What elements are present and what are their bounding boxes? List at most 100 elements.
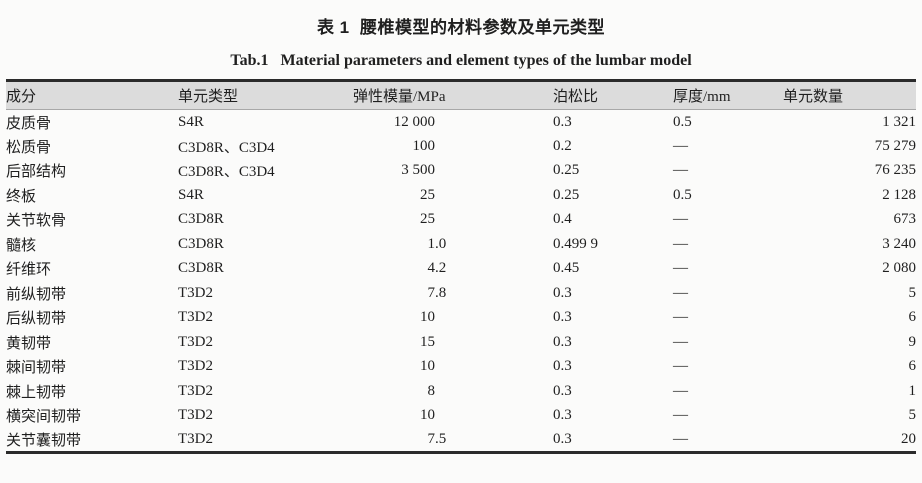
cell-element_type: T3D2 <box>178 428 353 454</box>
cell-count: 6 <box>908 358 917 375</box>
modulus-integer-part: 10 <box>420 407 435 424</box>
cell-thickness: 0.5 <box>673 186 692 203</box>
cell-poisson: 0.4 <box>553 211 572 228</box>
cell-element_type: T3D2 <box>178 284 213 301</box>
cell-element_type: C3D8R <box>178 260 224 277</box>
cell-thickness: — <box>673 211 688 228</box>
cell-poisson: 0.3 <box>553 309 572 326</box>
table-row: 棘间韧带 T3D2 10 0.3 — 6 <box>6 355 916 380</box>
cell-modulus: 10 <box>353 355 553 380</box>
cell-component: 纤维环 <box>6 262 52 279</box>
cell-thickness: — <box>673 235 688 252</box>
cell-poisson: 0.3 <box>553 407 572 424</box>
modulus-decimal-part: .2 <box>435 260 447 277</box>
modulus-integer-part: 7 <box>427 431 436 447</box>
cell-element_type: T3D2 <box>178 309 213 326</box>
modulus-integer-part: 1 <box>427 235 436 252</box>
modulus-integer-part: 7 <box>427 284 436 301</box>
col-header-element_type: 单元类型 <box>178 79 353 110</box>
table-caption-zh: 表 1 腰椎模型的材料参数及单元类型 <box>316 18 606 37</box>
cell-poisson: 0.2 <box>553 137 572 154</box>
modulus-integer-part: 3 500 <box>401 162 435 179</box>
table-row: 关节囊韧带 T3D2 7.5 0.3—20 <box>6 428 916 454</box>
table-row: 前纵韧带 T3D2 7.8 0.3—5 <box>6 281 916 306</box>
cell-element_type: C3D8R、C3D4 <box>178 139 275 156</box>
cell-modulus: 15 <box>353 330 553 355</box>
table-row: 髓核 C3D8R 1.0 0.499 9—3 240 <box>6 232 916 257</box>
table-row: 纤维环 C3D8R 4.2 0.45—2 080 <box>6 257 916 282</box>
cell-count: 5 <box>908 284 917 301</box>
table-row: 后部结构 C3D8R、C3D4 3 500 0.25 — 76 235 <box>6 159 916 184</box>
table-row: 黄韧带 T3D2 15 0.3 — 9 <box>6 330 916 355</box>
cell-modulus: 12 000 <box>353 110 553 135</box>
cell-component: 横突间韧带 <box>6 409 82 426</box>
cell-poisson: 0.3 <box>553 358 572 375</box>
cell-thickness: — <box>673 284 688 301</box>
cell-poisson: 0.499 9 <box>553 235 598 252</box>
modulus-decimal-part: .0 <box>435 235 447 252</box>
cell-thickness: — <box>673 382 688 399</box>
table-row: 关节软骨 C3D8R 25 0.4 — 673 <box>6 208 916 233</box>
cell-thickness: — <box>673 428 783 454</box>
modulus-integer-part: 10 <box>420 358 435 375</box>
cell-thickness: — <box>673 333 688 350</box>
cell-modulus: 3 500 <box>353 159 553 184</box>
cell-thickness: — <box>673 358 688 375</box>
cell-element_type: S4R <box>178 186 204 203</box>
cell-thickness: — <box>673 137 688 154</box>
cell-modulus: 8 <box>353 379 553 404</box>
cell-count: 75 279 <box>874 137 916 154</box>
cell-element_type: T3D2 <box>178 382 213 399</box>
col-header-poisson: 泊松比 <box>553 79 673 110</box>
cell-component: 终板 <box>6 188 37 205</box>
cell-poisson: 0.25 <box>553 186 580 203</box>
cell-component: 皮质骨 <box>6 115 52 132</box>
material-parameters-table: 成分 单元类型 弹性模量/MPa 泊松比 厚度/mm 单元数量 皮质骨 S4R 12 000 0… <box>6 79 916 454</box>
cell-element_type: T3D2 <box>178 407 213 424</box>
modulus-integer-part: 25 <box>420 186 435 203</box>
table-row: 皮质骨 S4R 12 000 0.3 0.5 1 321 <box>6 110 916 135</box>
cell-modulus: 10 <box>353 306 553 331</box>
cell-element_type: C3D8R、C3D4 <box>178 164 275 181</box>
cell-element_type: S4R <box>178 113 204 130</box>
cell-count: 1 <box>908 382 917 399</box>
cell-thickness: — <box>673 407 688 424</box>
modulus-integer-part: 25 <box>420 211 435 228</box>
cell-count: 1 321 <box>882 113 916 130</box>
cell-element_type: C3D8R <box>178 211 224 228</box>
cell-poisson: 0.3 <box>553 428 673 454</box>
cell-modulus: 10 <box>353 404 553 429</box>
cell-component: 棘上韧带 <box>6 384 67 401</box>
col-header-thickness: 厚度/mm <box>673 79 783 110</box>
cell-poisson: 0.3 <box>553 113 572 130</box>
cell-poisson: 0.3 <box>553 284 572 301</box>
cell-count: 3 240 <box>882 235 916 252</box>
cell-thickness: — <box>673 260 688 277</box>
cell-count: 9 <box>908 333 917 350</box>
table-row: 后纵韧带 T3D2 10 0.3 — 6 <box>6 306 916 331</box>
modulus-integer-part: 10 <box>420 309 435 326</box>
cell-count: 5 <box>908 407 917 424</box>
cell-count: 673 <box>893 211 917 228</box>
table-row: 棘上韧带 T3D2 8 0.3 — 1 <box>6 379 916 404</box>
cell-count: 20 <box>783 428 916 454</box>
cell-component: 松质骨 <box>6 139 52 156</box>
table-body: 皮质骨 S4R 12 000 0.3 0.5 1 321 松质骨 C3D8R、C3D4 100 0… <box>6 110 917 454</box>
cell-count: 76 235 <box>874 162 916 179</box>
cell-count: 2 128 <box>882 186 916 203</box>
cell-component: 前纵韧带 <box>6 286 67 303</box>
cell-thickness: — <box>673 309 688 326</box>
cell-component: 关节软骨 <box>6 213 67 230</box>
cell-poisson: 0.3 <box>553 382 572 399</box>
cell-count: 6 <box>908 309 917 326</box>
table-row: 终板 S4R 25 0.25 0.5 2 128 <box>6 183 916 208</box>
modulus-integer-part: 8 <box>427 382 436 399</box>
cell-poisson: 0.25 <box>553 162 580 179</box>
cell-component: 髓核 <box>6 237 37 254</box>
cell-element_type: T3D2 <box>178 358 213 375</box>
cell-component: 关节囊韧带 <box>6 428 178 454</box>
cell-element_type: T3D2 <box>178 333 213 350</box>
cell-modulus: 7.5 <box>353 428 553 454</box>
col-header-modulus: 弹性模量/MPa <box>353 79 553 110</box>
